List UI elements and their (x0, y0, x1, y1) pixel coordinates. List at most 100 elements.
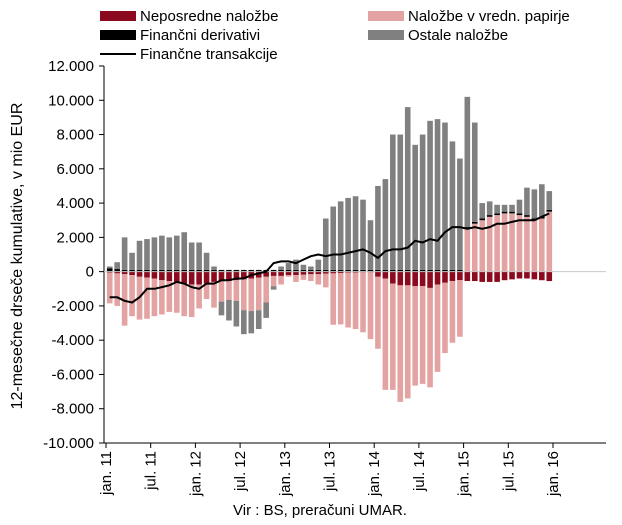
bar-portfolio (233, 280, 240, 301)
bar-portfolio (479, 220, 486, 272)
bar-direct (479, 271, 486, 282)
legend-label-portfolio: Naložbe v vredn. papirje (408, 8, 570, 25)
bar-derivatives (509, 211, 515, 214)
bar-other (270, 286, 277, 290)
bar-direct (412, 271, 418, 287)
bar-derivatives (337, 269, 344, 272)
bar-other (494, 204, 500, 214)
bar-direct (464, 271, 471, 282)
bar-derivatives (270, 269, 277, 272)
bar-derivatives (173, 269, 180, 272)
bar-portfolio (181, 283, 188, 317)
bar-direct (308, 271, 314, 275)
bar-portfolio (546, 211, 553, 272)
bar-portfolio (494, 215, 500, 272)
bar-direct (427, 271, 433, 288)
bar-derivatives (524, 215, 530, 217)
bar-portfolio (464, 228, 471, 272)
bar-derivatives (360, 269, 366, 272)
y-axis-ticks: -10.000 -8.000 -6.000 -4.000 -2.000 0 2.000 4.0… (43, 58, 104, 452)
bar-derivatives (427, 269, 433, 272)
bar-other (360, 199, 366, 270)
bar-portfolio (531, 220, 538, 272)
bar-direct (196, 271, 202, 285)
bar-derivatives (412, 269, 418, 272)
bar-portfolio (159, 280, 165, 315)
y-tick-label: 6.000 (56, 161, 94, 178)
bar-derivatives (546, 209, 553, 212)
y-tick-label: -8.000 (51, 401, 94, 418)
bar-portfolio (196, 284, 202, 309)
bar-other (181, 232, 188, 270)
bar-other (233, 300, 240, 327)
bar-derivatives (293, 269, 299, 272)
bar-other (248, 311, 255, 334)
bar-other (315, 259, 322, 270)
bar-direct (181, 271, 188, 284)
bar-derivatives (315, 269, 322, 272)
bar-derivatives (121, 269, 128, 272)
bar-other (442, 122, 448, 270)
bar-direct (151, 271, 158, 279)
bar-derivatives (390, 269, 396, 272)
bar-portfolio (166, 281, 173, 312)
bar-direct (330, 271, 337, 274)
bar-other (263, 302, 269, 318)
legend-label-other: Ostale naložbe (408, 27, 508, 44)
bar-derivatives (494, 213, 500, 216)
bar-direct (293, 271, 299, 276)
bar-derivatives (375, 269, 381, 272)
bar-derivatives (300, 269, 307, 272)
bar-portfolio (211, 281, 217, 308)
x-tick-label: jan. 13 (277, 451, 294, 497)
y-tick-label: 2.000 (56, 229, 94, 246)
bar-other (457, 158, 463, 270)
bar-direct (337, 271, 344, 274)
bar-other (188, 242, 195, 270)
bar-other (352, 196, 359, 270)
bar-portfolio (330, 273, 337, 325)
bar-derivatives (248, 269, 255, 272)
x-tick-label: jan. 15 (456, 451, 473, 497)
bar-direct (218, 271, 225, 282)
bar-direct (263, 271, 269, 277)
bar-other (211, 266, 217, 270)
bar-derivatives (345, 269, 351, 272)
legend-label-derivatives: Finančni derivativi (140, 27, 260, 44)
bars-group (106, 96, 553, 402)
bar-direct (449, 271, 456, 282)
bar-direct (241, 271, 247, 280)
bar-other (166, 237, 173, 270)
bar-portfolio (352, 272, 359, 330)
x-tick-label: jan. 11 (98, 451, 115, 496)
bar-direct (114, 271, 120, 274)
y-tick-label: -4.000 (51, 332, 94, 349)
bar-portfolio (375, 276, 381, 349)
bar-direct (144, 271, 150, 278)
bar-portfolio (308, 274, 314, 282)
bar-derivatives (330, 269, 337, 272)
bar-portfolio (345, 272, 351, 328)
bar-direct (382, 271, 389, 279)
bar-derivatives (166, 269, 173, 272)
bar-other (531, 189, 538, 219)
bar-direct (471, 271, 478, 282)
x-axis-ticks: jan. 11 jul. 11 jan. 12 jul. 12 jan. 13 jul. … (98, 443, 562, 497)
bar-derivatives (367, 269, 374, 272)
bar-other (524, 187, 530, 216)
bar-other (479, 203, 486, 219)
bar-direct (442, 271, 448, 283)
bar-direct (390, 271, 396, 284)
bar-derivatives (188, 269, 195, 272)
bar-direct (315, 271, 322, 275)
bar-portfolio (300, 274, 307, 280)
bar-other (114, 262, 120, 270)
bar-other (337, 201, 344, 270)
bar-portfolio (226, 281, 232, 300)
bar-portfolio (270, 275, 277, 287)
bar-portfolio (419, 286, 426, 384)
y-tick-label: -10.000 (43, 435, 94, 452)
bar-direct (539, 271, 545, 281)
bar-derivatives (457, 269, 463, 272)
